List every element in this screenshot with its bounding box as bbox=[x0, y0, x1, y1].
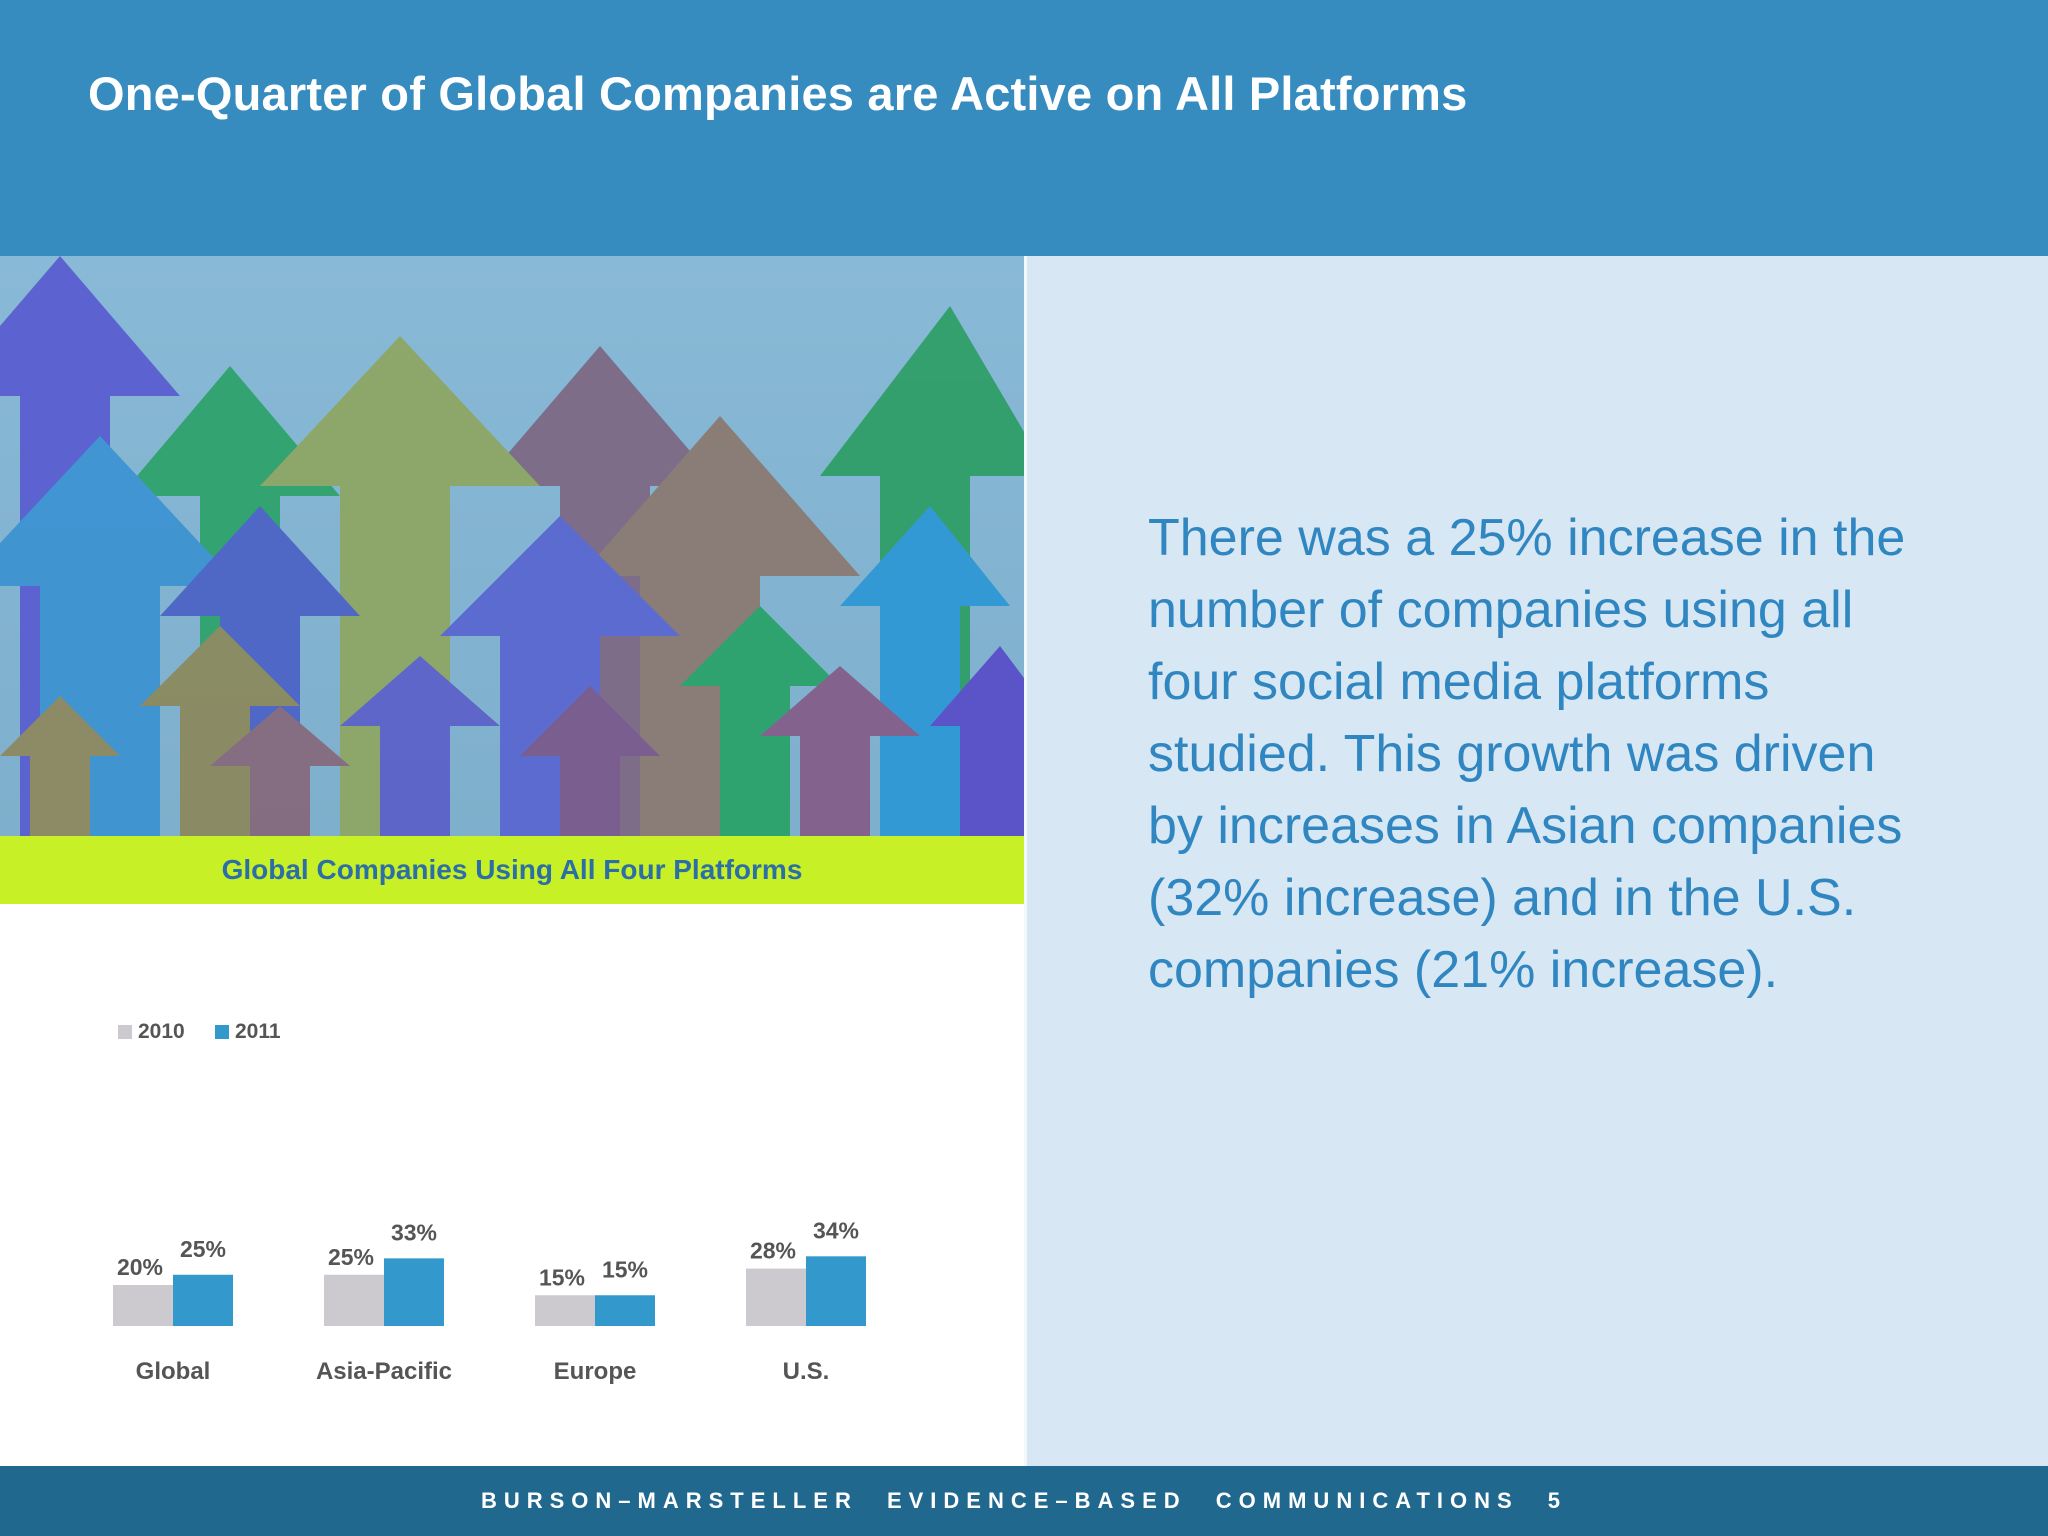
chart-category-labels: Global Asia-Pacific Europe U.S. bbox=[136, 1358, 830, 1385]
arrows-illustration bbox=[0, 256, 1024, 836]
footer-text: BURSON–MARSTELLER EVIDENCE–BASED COMMUNI… bbox=[480, 1488, 1568, 1513]
chart-title: Global Companies Using All Four Platform… bbox=[221, 854, 803, 885]
header-bar: One-Quarter of Global Companies are Acti… bbox=[0, 0, 2048, 256]
value-label-global-2010: 20% bbox=[117, 1254, 163, 1280]
value-label-europe-2011: 15% bbox=[602, 1256, 648, 1282]
value-label-asia-pacific-2010: 25% bbox=[328, 1244, 374, 1270]
summary-panel: There was a 25% increase in the number o… bbox=[1024, 256, 2048, 1466]
bar-global-2010 bbox=[113, 1285, 173, 1326]
chart-legend: 2010 2011 bbox=[118, 1020, 281, 1043]
slide-title: One-Quarter of Global Companies are Acti… bbox=[88, 67, 1468, 120]
value-label-u-s--2011: 34% bbox=[813, 1217, 859, 1243]
bar-chart-svg: 2010 2011 20% 25% 25% 33% 15% 15% 28% 34% Global… bbox=[113, 1020, 866, 1385]
legend-swatch-2010 bbox=[118, 1025, 132, 1039]
panel-divider bbox=[1024, 256, 1027, 1466]
bar-global-2011 bbox=[173, 1274, 233, 1326]
chart-title-band: Global Companies Using All Four Platform… bbox=[0, 836, 1024, 904]
chart-bars bbox=[113, 1256, 866, 1326]
summary-text: There was a 25% increase in the number o… bbox=[1148, 509, 1906, 999]
category-label-u-s-: U.S. bbox=[783, 1358, 830, 1385]
value-label-global-2011: 25% bbox=[180, 1236, 226, 1262]
value-label-europe-2010: 15% bbox=[539, 1264, 585, 1290]
value-label-u-s--2010: 28% bbox=[750, 1238, 796, 1264]
colorful-arrows-photo bbox=[0, 256, 1024, 836]
category-label-asia-pacific: Asia-Pacific bbox=[316, 1358, 452, 1385]
bar-chart: 2010 2011 20% 25% 25% 33% 15% 15% 28% 34% Global… bbox=[0, 904, 1024, 1466]
legend-swatch-2011 bbox=[215, 1025, 229, 1039]
legend-label-2011: 2011 bbox=[235, 1020, 281, 1043]
bar-asia-pacific-2011 bbox=[384, 1258, 444, 1326]
bar-europe-2011 bbox=[595, 1295, 655, 1326]
category-label-global: Global bbox=[136, 1358, 211, 1385]
bar-asia-pacific-2010 bbox=[324, 1274, 384, 1326]
category-label-europe: Europe bbox=[554, 1358, 637, 1385]
bar-u-s--2011 bbox=[806, 1256, 866, 1326]
footer-bar: BURSON–MARSTELLER EVIDENCE–BASED COMMUNI… bbox=[0, 1466, 2048, 1536]
bar-u-s--2010 bbox=[746, 1268, 806, 1326]
value-label-asia-pacific-2011: 33% bbox=[391, 1219, 437, 1245]
bar-europe-2010 bbox=[535, 1295, 595, 1326]
legend-label-2010: 2010 bbox=[138, 1020, 185, 1043]
chart-value-labels: 20% 25% 25% 33% 15% 15% 28% 34% bbox=[117, 1217, 859, 1290]
